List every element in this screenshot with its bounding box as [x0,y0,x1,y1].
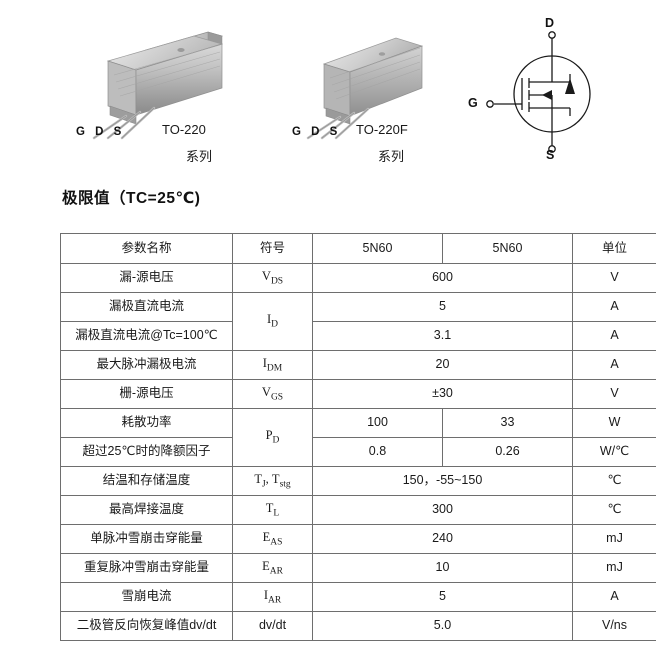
table-row: 最大脉冲漏极电流 IDM 20 A [60,350,656,380]
row-unit: ℃ [572,495,656,525]
row-value-to220: 0.8 [312,437,443,467]
table-row: 漏极直流电流@Tc=100℃ 3.1 A [60,321,656,351]
row-parameter-name: 最大脉冲漏极电流 [60,350,233,380]
row-parameter-name: 重复脉冲雪崩击穿能量 [60,553,233,583]
table-row: 单脉冲雪崩击穿能量 EAS 240 mJ [60,524,656,554]
table-row: 最高焊接温度 TL 300 ℃ [60,495,656,525]
row-value: 5.0 [312,611,573,641]
row-unit: A [572,292,656,322]
row-symbol: VGS [232,379,313,409]
row-value: 600 [312,263,573,293]
row-symbol: ID [232,292,313,351]
row-value: 3.1 [312,321,573,351]
row-unit: V/ns [572,611,656,641]
table-row: 结温和存储温度 TJ, Tstg 150，-55~150 ℃ [60,466,656,496]
row-value-to220f: 33 [442,408,573,438]
row-value: 5 [312,292,573,322]
row-symbol: IAR [232,582,313,612]
to-220f-pin-labels: G D S [292,126,341,138]
row-unit: A [572,350,656,380]
header-value-to220: 5N60 [312,233,443,264]
body-diode-arrow-icon [565,78,575,94]
table-row: 耗散功率 PD 100 33 W [60,408,656,467]
row-parameter-name: 最高焊接温度 [60,495,233,525]
mosfet-symbol-drawing [486,31,591,153]
row-symbol: EAR [232,553,313,583]
to-220f-series-label: 系列 [378,149,405,164]
absolute-maximum-ratings-table: 参数名称 符号 5N60 5N60 单位 漏-源电压 VDS 600 V 漏极直… [60,233,656,641]
row-unit: ℃ [572,466,656,496]
mosfet-schematic-symbol: D G S [466,16,636,172]
table-row: 雪崩电流 IAR 5 A [60,582,656,612]
row-value-to220f: 0.26 [442,437,573,467]
package-to-220: G D S TO-220 系列 [76,22,276,170]
table-row: 栅-源电压 VGS ±30 V [60,379,656,409]
row-parameter-name: 漏极直流电流 [60,292,233,322]
header-symbol: 符号 [232,233,313,264]
symbol-gate-label: G [468,96,478,110]
symbol-drain-label: D [545,16,555,30]
to-220-series-label: 系列 [186,149,213,164]
row-value: 20 [312,350,573,380]
row-symbol: TL [232,495,313,525]
row-value: 300 [312,495,573,525]
row-unit: A [572,582,656,612]
to-220-drawing [92,31,224,140]
row-symbol: IDM [232,350,313,380]
table-row: 重复脉冲雪崩击穿能量 EAR 10 mJ [60,553,656,583]
package-illustrations: G D S TO-220 系列 [0,0,656,176]
row-unit: V [572,379,656,409]
header-parameter: 参数名称 [60,233,233,264]
row-unit: mJ [572,553,656,583]
row-symbol: EAS [232,524,313,554]
to-220-name-label: TO-220 [162,122,206,137]
row-unit: W [572,408,656,438]
header-value-to220f: 5N60 [442,233,573,264]
table-row: 漏极直流电流 ID 5 A [60,292,656,351]
table-row: 二极管反向恢复峰值dv/dt dv/dt 5.0 V/ns [60,611,656,641]
row-unit: A [572,321,656,351]
row-value: 5 [312,582,573,612]
row-parameter-name: 栅-源电压 [60,379,233,409]
row-parameter-name: 雪崩电流 [60,582,233,612]
row-parameter-name: 单脉冲雪崩击穿能量 [60,524,233,554]
table-row: 超过25℃时的降额因子 0.8 0.26 W/℃ [60,437,656,467]
row-parameter-name: 二极管反向恢复峰值dv/dt [60,611,233,641]
row-value: ±30 [312,379,573,409]
row-unit: V [572,263,656,293]
row-unit: mJ [572,524,656,554]
package-to-220f: G D S TO-220F 系列 [292,22,480,170]
row-parameter-name: 耗散功率 [60,408,233,438]
row-value: 150，-55~150 [312,466,573,496]
row-symbol: TJ, Tstg [232,466,313,496]
table-header-row: 参数名称 符号 5N60 5N60 单位 [60,233,656,264]
row-value: 10 [312,553,573,583]
row-value-to220: 100 [312,408,443,438]
to-220f-name-label: TO-220F [356,122,408,137]
table-body: 漏-源电压 VDS 600 V 漏极直流电流 ID 5 A 漏极直流电流@Tc=… [60,263,656,641]
row-parameter-name: 漏极直流电流@Tc=100℃ [60,321,233,351]
row-value: 240 [312,524,573,554]
header-unit: 单位 [572,233,656,264]
absolute-maximum-ratings-table-wrapper: 参数名称 符号 5N60 5N60 单位 漏-源电压 VDS 600 V 漏极直… [60,233,656,641]
to-220-pin-labels: G D S [76,126,125,138]
row-parameter-name: 结温和存储温度 [60,466,233,496]
to-220f-drawing [306,37,424,140]
row-symbol: VDS [232,263,313,293]
row-parameter-name: 超过25℃时的降额因子 [60,437,233,467]
section-title-absolute-maximum-ratings: 极限值（TC=25℃) [62,190,201,207]
table-row: 漏-源电压 VDS 600 V [60,263,656,293]
row-parameter-name: 漏-源电压 [60,263,233,293]
row-symbol: dv/dt [232,611,313,641]
row-unit: W/℃ [572,437,656,467]
symbol-source-label: S [546,148,555,162]
row-symbol: PD [232,408,313,467]
channel-arrow-icon [542,90,552,100]
